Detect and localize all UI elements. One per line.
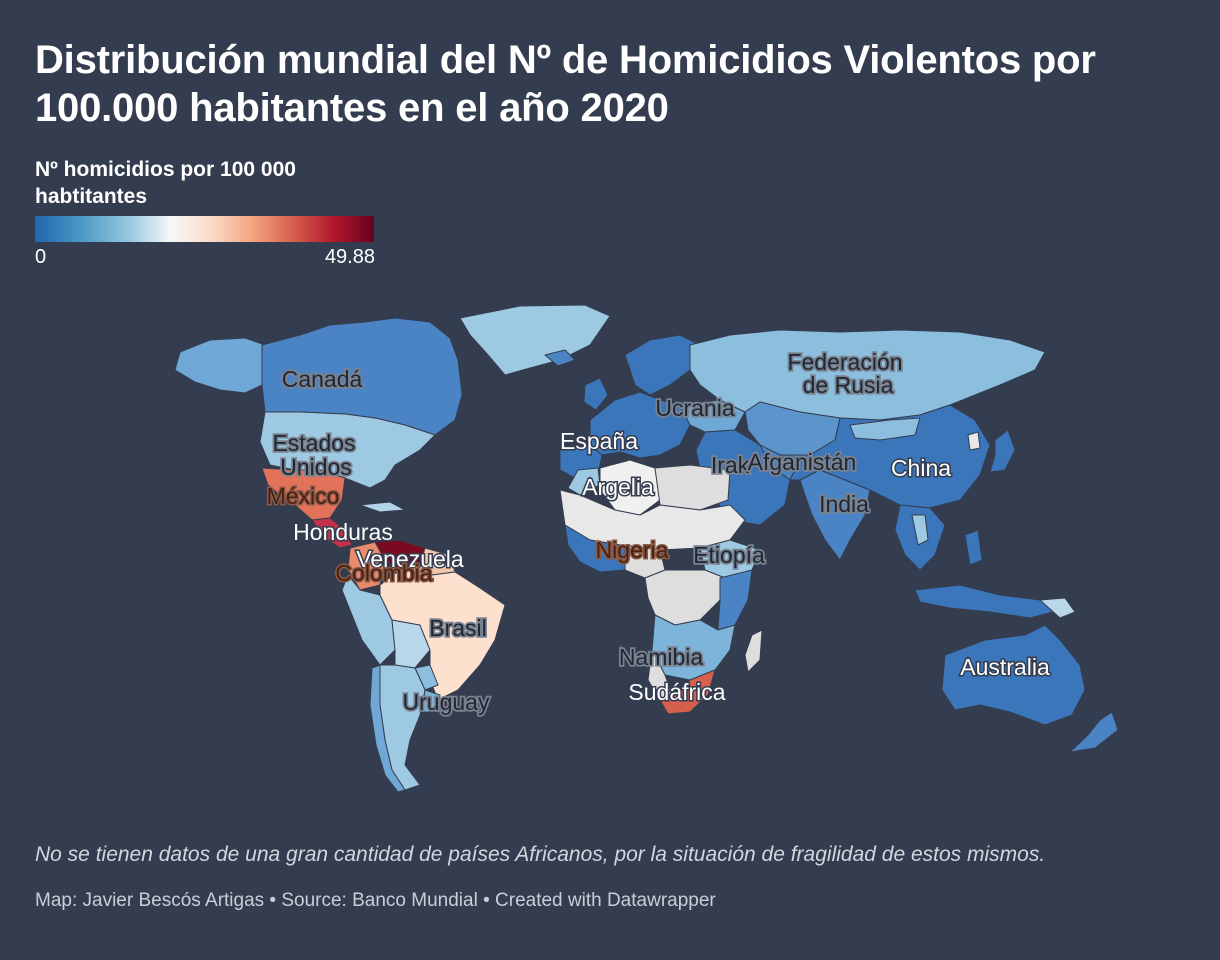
world-map[interactable]: Canadá Estados Unidos México Honduras Ve…: [0, 290, 1220, 800]
label-usa-line1: Estados: [272, 430, 355, 456]
label-ucrania: Ucrania: [655, 395, 734, 421]
label-australia: Australia: [960, 654, 1050, 680]
country-iceland[interactable]: [544, 349, 576, 367]
legend-labels: 0 49.88: [35, 246, 375, 270]
label-uruguay: Uruguay: [403, 689, 490, 715]
region-scandinavia[interactable]: [624, 334, 701, 396]
country-alaska[interactable]: [174, 337, 266, 394]
footnote: No se tienen datos de una gran cantidad …: [35, 843, 1046, 866]
label-nigeria: Nigeria: [596, 537, 669, 563]
country-indonesia[interactable]: [914, 584, 1061, 619]
country-brazil[interactable]: [379, 564, 506, 701]
country-central-america[interactable]: [311, 517, 353, 549]
country-cuba[interactable]: [359, 501, 406, 513]
legend-max-label: 49.88: [324, 246, 375, 268]
legend-gradient-bar: [35, 216, 374, 242]
country-usa[interactable]: [259, 411, 436, 489]
region-central-africa[interactable]: [644, 569, 726, 626]
legend-min-label: 0: [35, 246, 47, 268]
region-western-europe[interactable]: [589, 391, 691, 459]
label-sudafrica: Sudáfrica: [628, 679, 725, 705]
label-argelia: Argelia: [582, 474, 654, 500]
label-espana: España: [560, 428, 638, 454]
country-mongolia[interactable]: [849, 417, 921, 441]
label-china: China: [891, 455, 951, 481]
label-etiopia: Etiopía: [693, 542, 765, 568]
legend-title: Nº homicidios por 100 000 habtitantes: [35, 158, 296, 208]
country-philippines[interactable]: [964, 529, 983, 566]
label-canada: Canadá: [282, 366, 363, 392]
country-chile[interactable]: [369, 664, 406, 793]
color-legend: Nº homicidios por 100 000 habtitantes 0 …: [35, 156, 375, 270]
country-uruguay[interactable]: [421, 689, 441, 713]
country-greenland[interactable]: [459, 304, 611, 376]
country-algeria[interactable]: [599, 459, 661, 516]
country-japan[interactable]: [989, 429, 1016, 473]
label-brasil: Brasil: [429, 615, 487, 641]
label-venezuela: Venezuela: [356, 546, 464, 572]
label-usa-line2: Unidos: [280, 454, 352, 480]
country-korea[interactable]: [967, 431, 981, 451]
label-namibia: Namibia: [619, 644, 704, 670]
country-thailand[interactable]: [911, 514, 929, 546]
country-south-africa[interactable]: [659, 669, 716, 715]
label-afganistan: Afganistán: [748, 449, 857, 475]
country-madagascar[interactable]: [744, 629, 763, 673]
country-russia[interactable]: [689, 329, 1046, 421]
country-papua[interactable]: [1039, 597, 1076, 619]
country-new-zealand[interactable]: [1069, 711, 1119, 753]
label-rusia-line1: Federación: [787, 349, 902, 375]
region-east-africa[interactable]: [717, 569, 753, 631]
label-colombia: Colombia: [335, 560, 432, 586]
label-mexico: México: [267, 483, 340, 509]
map-title: Distribución mundial del Nº de Homicidio…: [35, 38, 1096, 130]
credits-line: Map: Javier Bescós Artigas • Source: Ban…: [35, 890, 716, 911]
country-morocco[interactable]: [567, 467, 601, 496]
label-rusia-line2: de Rusia: [803, 372, 894, 398]
country-uk[interactable]: [583, 377, 609, 411]
country-peru[interactable]: [341, 574, 396, 666]
country-australia[interactable]: [941, 624, 1086, 726]
label-india: India: [819, 491, 869, 517]
label-irak: Irak: [711, 452, 750, 478]
label-honduras: Honduras: [293, 519, 393, 545]
